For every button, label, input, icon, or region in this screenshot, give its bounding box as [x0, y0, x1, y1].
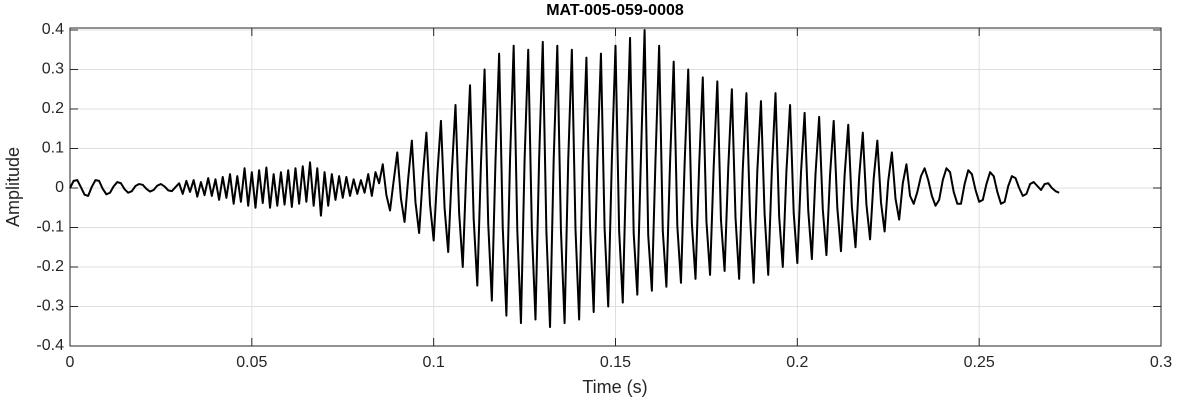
y-tick-label: -0.3	[36, 298, 64, 315]
y-tick-label: -0.4	[36, 337, 64, 354]
x-tick-label: 0.25	[964, 354, 995, 371]
chart-title: MAT-005-059-0008	[546, 2, 684, 19]
x-tick-label: 0	[66, 354, 75, 371]
waveform-line	[69, 28, 1060, 329]
y-tick-label: 0.2	[42, 100, 64, 117]
x-axis-label: Time (s)	[582, 377, 647, 397]
x-tick-label: 0.3	[1150, 354, 1172, 371]
y-tick-label: -0.1	[36, 219, 64, 236]
y-tick-label: 0.4	[42, 21, 64, 38]
y-tick-label: 0.1	[42, 140, 64, 157]
x-tick-label: 0.15	[600, 354, 631, 371]
y-tick-label: -0.2	[36, 258, 64, 275]
x-tick-label: 0.05	[236, 354, 267, 371]
x-tick-label: 0.2	[786, 354, 808, 371]
y-tick-label: 0	[55, 179, 64, 196]
y-tick-label: 0.3	[42, 61, 64, 78]
y-axis-label: Amplitude	[3, 147, 23, 227]
x-tick-label: 0.1	[423, 354, 445, 371]
